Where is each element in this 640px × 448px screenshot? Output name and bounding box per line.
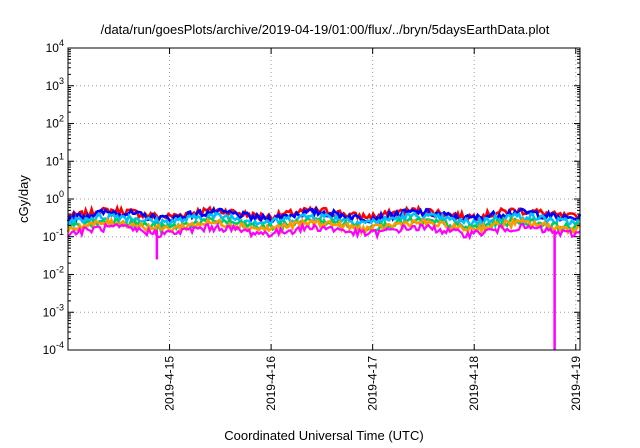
- y-tick-label: 10-2: [43, 265, 64, 282]
- y-tick-label: 100: [46, 189, 64, 206]
- y-tick-label: 104: [46, 38, 64, 55]
- y-axis: 10-4 10-3 10-2 10-1 100 101 102 103 104: [43, 38, 580, 357]
- chart-title: /data/run/goesPlots/archive/2019-04-19/0…: [101, 22, 550, 37]
- x-tick-label: 2019-4-16: [264, 356, 278, 411]
- series-layer: [66, 203, 582, 350]
- series-line: [67, 221, 581, 241]
- series-line: [66, 210, 581, 230]
- x-tick-label: 2019-4-17: [366, 356, 380, 411]
- y-tick-label: 102: [46, 114, 64, 131]
- x-axis-title: Coordinated Universal Time (UTC): [224, 428, 423, 443]
- y-tick-label: 10-3: [43, 302, 64, 319]
- y-tick-label: 10-1: [43, 227, 64, 244]
- y-tick-label: 10-4: [43, 340, 64, 357]
- y-tick-label: 103: [46, 76, 64, 93]
- x-axis: 2019-4-15 2019-4-16 2019-4-17 2019-4-18 2019…: [163, 48, 583, 411]
- x-tick-label: 2019-4-15: [163, 356, 177, 411]
- x-tick-label: 2019-4-18: [467, 356, 481, 411]
- x-tick-label: 2019-4-19: [569, 356, 583, 411]
- y-tick-label: 101: [46, 151, 64, 168]
- y-axis-title: cGy/day: [16, 175, 31, 223]
- grid: [68, 48, 580, 350]
